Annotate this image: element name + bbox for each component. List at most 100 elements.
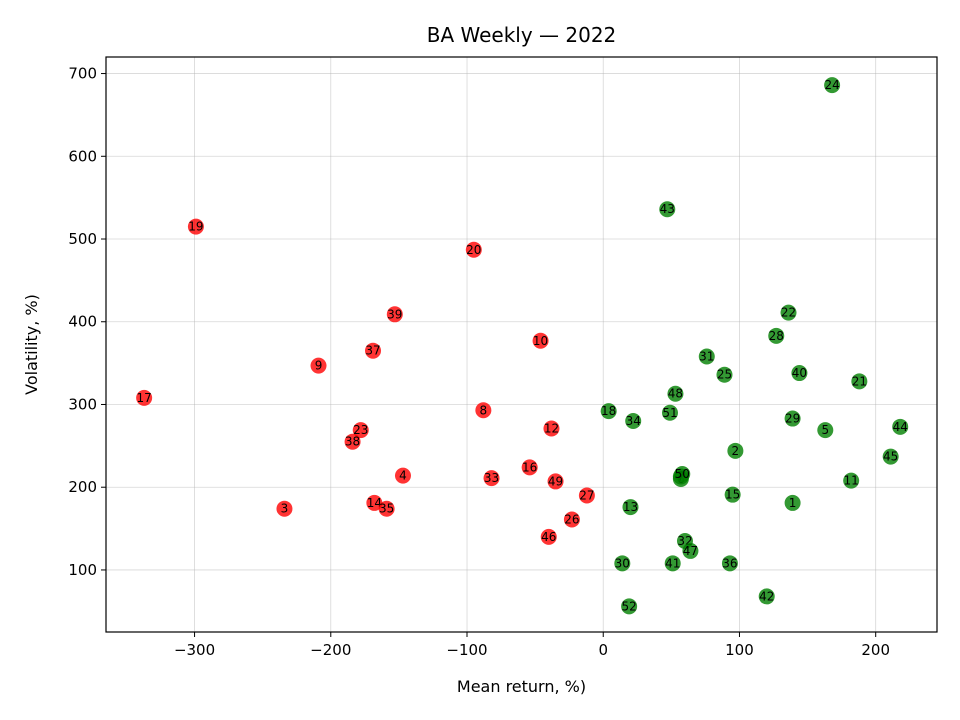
point-label: 27 — [579, 488, 594, 502]
scatter-point — [521, 459, 538, 476]
scatter-point — [136, 389, 153, 406]
point-label: 5 — [821, 423, 829, 437]
scatter-point — [768, 327, 785, 344]
scatter-point — [475, 402, 492, 419]
point-label: 46 — [541, 530, 556, 544]
scatter-point — [758, 588, 775, 605]
x-axis-label: Mean return, %) — [457, 677, 586, 696]
scatter-point — [622, 499, 639, 516]
scatter-point — [791, 365, 808, 382]
scatter-point — [344, 433, 361, 450]
scatter-point — [784, 410, 801, 427]
scatter-point — [614, 555, 631, 572]
y-axis-label: Volatility, %) — [22, 294, 41, 395]
scatter-point — [625, 413, 642, 430]
point-label: 18 — [601, 404, 616, 418]
scatter-point — [386, 306, 403, 323]
scatter-point — [465, 241, 482, 258]
point-label: 14 — [367, 496, 382, 510]
scatter-point — [543, 420, 560, 437]
point-label: 29 — [785, 412, 800, 426]
x-axis-ticks: −300 −200 −100 0 100 200 — [174, 632, 890, 659]
point-label: 50 — [675, 467, 690, 481]
point-label: 28 — [769, 329, 784, 343]
scatter-point — [784, 494, 801, 511]
point-label: 22 — [781, 306, 796, 320]
scatter-point — [892, 418, 909, 435]
scatter-point — [187, 218, 204, 235]
point-label: 26 — [564, 512, 579, 526]
point-label: 48 — [668, 387, 683, 401]
scatter-point — [851, 373, 868, 390]
grid — [106, 57, 937, 632]
scatter-point — [843, 472, 860, 489]
scatter-point — [600, 403, 617, 420]
y-tick-label: 100 — [68, 561, 97, 579]
point-label: 45 — [883, 450, 898, 464]
scatter-point — [659, 201, 676, 218]
y-tick-label: 200 — [68, 478, 97, 496]
scatter-point — [366, 494, 383, 511]
x-tick-label: −300 — [174, 641, 215, 659]
scatter-point — [365, 342, 382, 359]
x-tick-label: 100 — [725, 641, 754, 659]
point-label: 44 — [893, 420, 908, 434]
scatter-point — [394, 467, 411, 484]
scatter-point — [547, 473, 564, 490]
point-label: 4 — [399, 469, 407, 483]
point-label: 25 — [717, 368, 732, 382]
scatter-point — [716, 366, 733, 383]
x-tick-label: −100 — [446, 641, 487, 659]
point-label: 39 — [387, 307, 402, 321]
y-tick-label: 600 — [68, 147, 97, 165]
point-label: 12 — [544, 421, 559, 435]
scatter-point — [540, 528, 557, 545]
scatter-point — [721, 555, 738, 572]
scatter-point — [352, 422, 369, 439]
data-points: 1234567891011121314151617181920212223242… — [136, 77, 909, 615]
point-label: 31 — [699, 349, 714, 363]
point-label: 36 — [722, 556, 737, 570]
point-label: 37 — [365, 344, 380, 358]
point-label: 17 — [137, 391, 152, 405]
point-label: 42 — [759, 589, 774, 603]
point-label: 52 — [621, 599, 636, 613]
point-label: 1 — [789, 496, 797, 510]
scatter-point — [824, 77, 841, 94]
point-label: 16 — [522, 460, 537, 474]
point-label: 13 — [623, 500, 638, 514]
point-label: 30 — [615, 556, 630, 570]
y-tick-label: 400 — [68, 313, 97, 331]
scatter-point — [727, 442, 744, 459]
scatter-point — [310, 357, 327, 374]
scatter-point — [532, 332, 549, 349]
point-label: 24 — [824, 78, 839, 92]
point-label: 21 — [852, 374, 867, 388]
point-label: 11 — [844, 474, 859, 488]
point-label: 34 — [626, 414, 641, 428]
scatter-point — [698, 348, 715, 365]
scatter-point — [578, 487, 595, 504]
point-label: 10 — [533, 334, 548, 348]
point-label: 15 — [725, 488, 740, 502]
point-label: 2 — [732, 444, 740, 458]
point-label: 9 — [315, 359, 323, 373]
scatter-point — [661, 404, 678, 421]
point-label: 38 — [345, 435, 360, 449]
scatter-point — [682, 542, 699, 559]
x-tick-label: 0 — [598, 641, 608, 659]
scatter-point — [563, 511, 580, 528]
point-label: 40 — [792, 366, 807, 380]
point-label: 49 — [548, 474, 563, 488]
chart-title: BA Weekly — 2022 — [427, 23, 617, 47]
y-tick-label: 500 — [68, 230, 97, 248]
point-label: 33 — [484, 471, 499, 485]
point-label: 47 — [683, 544, 698, 558]
scatter-point — [378, 500, 395, 517]
y-tick-label: 300 — [68, 395, 97, 413]
scatter-point — [667, 385, 684, 402]
scatter-point — [483, 470, 500, 487]
y-axis-ticks: 100 200 300 400 500 600 700 — [68, 65, 106, 579]
